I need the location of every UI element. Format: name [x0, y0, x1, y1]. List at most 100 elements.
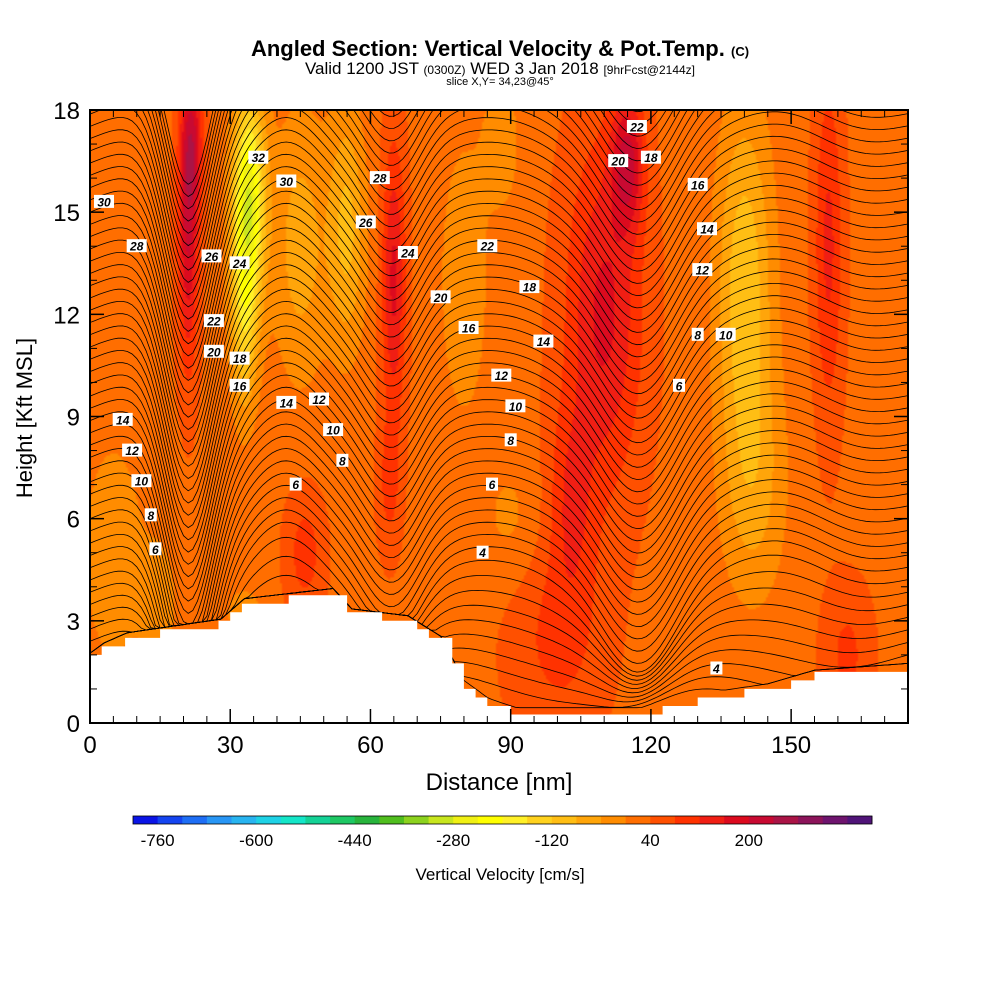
colorbar-swatch [280, 816, 306, 824]
y-tick-label: 6 [67, 507, 80, 534]
isentrope-label-box [203, 344, 224, 358]
colorbar-tick-label: 200 [735, 831, 763, 850]
isentrope-line [90, 110, 908, 296]
isentrope-label-box [131, 474, 152, 488]
isentrope-label-box [715, 327, 736, 341]
isentrope-label: 24 [232, 257, 247, 271]
colorbar-swatch [477, 816, 503, 824]
isentrope-label: 20 [433, 291, 448, 305]
isentrope-label-box [229, 256, 250, 270]
isentrope-line [90, 276, 908, 492]
isentrope-label: 26 [358, 216, 373, 230]
isentrope-label-box [289, 477, 302, 491]
isentrope-label: 6 [292, 478, 299, 492]
colorbar-swatch [674, 816, 700, 824]
isentrope-label: 14 [116, 413, 130, 427]
isentrope-line [90, 288, 908, 504]
y-tick-label: 9 [67, 405, 80, 432]
isentrope-label-box [504, 433, 517, 447]
isentrope-line [90, 411, 908, 625]
isentrope-label: 22 [629, 121, 644, 135]
isentrope-line [90, 202, 908, 418]
isentrope-label: 22 [206, 315, 221, 329]
colorbar-tick-label: 40 [641, 831, 660, 850]
isentrope-line [90, 166, 908, 381]
isentrope-label-box [691, 327, 704, 341]
colorbar-swatch [133, 816, 159, 824]
colorbar-label: Vertical Velocity [cm/s] [415, 865, 584, 884]
colorbar-swatch [576, 816, 602, 824]
isentrope-label: 30 [280, 175, 294, 189]
isentrope-label: 26 [204, 250, 219, 264]
x-tick-label: 60 [357, 732, 384, 759]
isentrope-line [90, 521, 908, 664]
colorbar-swatch [231, 816, 257, 824]
colorbar-swatch [403, 816, 429, 824]
isentrope-label-box [229, 378, 250, 392]
isentrope-line [90, 509, 908, 652]
isentrope-labels: 30 28 26 24 22 20 18 16 14 12 10 8 6 14 12 10 8 6 32 30 28 26… [94, 120, 736, 676]
isentrope-label: 14 [280, 396, 294, 410]
isentrope-line [90, 325, 908, 541]
isentrope-label: 12 [312, 393, 326, 407]
isentrope-label-box [248, 150, 269, 164]
colorbar-swatch [699, 816, 725, 824]
isentrope-line [90, 239, 908, 455]
isentrope-label-box [201, 249, 222, 263]
chart-title: Angled Section: Vertical Velocity & Pot.… [250, 36, 750, 61]
isentrope-label-box [477, 239, 498, 253]
colorbar-swatch [798, 816, 824, 824]
colorbar-swatch [724, 816, 750, 824]
isentrope-label: 6 [489, 478, 496, 492]
isentrope-line [90, 497, 908, 640]
isentrope-label-box [430, 290, 451, 304]
colorbar-swatch [650, 816, 676, 824]
colorbar-tick-label: -760 [141, 831, 175, 850]
isentrope-line [90, 374, 908, 590]
y-tick-label: 18 [53, 98, 80, 125]
isentrope-line [90, 472, 908, 628]
colorbar-tick-label: -280 [436, 831, 470, 850]
isentrope-label-box [458, 321, 479, 334]
isentrope-label: 12 [696, 264, 710, 278]
isentrope-label: 6 [676, 379, 683, 393]
isentrope-label: 8 [339, 454, 346, 468]
isentrope-line [90, 264, 908, 479]
isentrope-label-box [491, 368, 512, 382]
isentrope-label: 20 [206, 345, 221, 359]
isentrope-line [90, 110, 908, 320]
title-unit: (C) [731, 44, 750, 59]
colorbar-swatch [256, 816, 282, 824]
isentrope-label-box [626, 120, 647, 133]
isentrope-line [141, 110, 696, 259]
isentrope-label-box [608, 154, 629, 168]
isentrope-line [90, 110, 908, 283]
isentrope-label: 10 [135, 475, 149, 489]
isentrope-label: 16 [691, 178, 705, 192]
slice-info: slice X,Y= 34,23@45° [446, 76, 554, 88]
isentrope-label: 8 [147, 509, 154, 523]
colorbar: -760 -600 -440 -280 -120 40 200 [132, 815, 873, 850]
colorbar-swatch [625, 816, 651, 824]
x-axis-label: Distance [nm] [426, 769, 573, 796]
isentrope-line [90, 448, 908, 627]
isentrope-line [90, 117, 908, 332]
isentrope-label: 18 [644, 151, 658, 165]
isentrope-line [90, 362, 908, 578]
isentrope-label: 10 [326, 424, 340, 438]
isentrope-line [90, 337, 908, 553]
chart-subtitle: Valid 1200 JST (0300Z) WED 3 Jan 2018 [9… [304, 59, 696, 78]
isentrope-label-box [505, 399, 526, 413]
y-tick-label: 3 [67, 609, 80, 636]
colorbar-tick-label: -600 [239, 831, 273, 850]
isentrope-label-box [144, 508, 157, 522]
isentrope-label-box [692, 263, 713, 277]
colorbar-swatch [551, 816, 577, 824]
isentrope-line [90, 399, 908, 614]
isentrope-line [90, 300, 908, 516]
isentrope-label: 8 [694, 328, 701, 342]
isentrope-label-box [397, 246, 418, 259]
colorbar-swatch [822, 816, 848, 824]
isentrope-line [90, 423, 908, 626]
